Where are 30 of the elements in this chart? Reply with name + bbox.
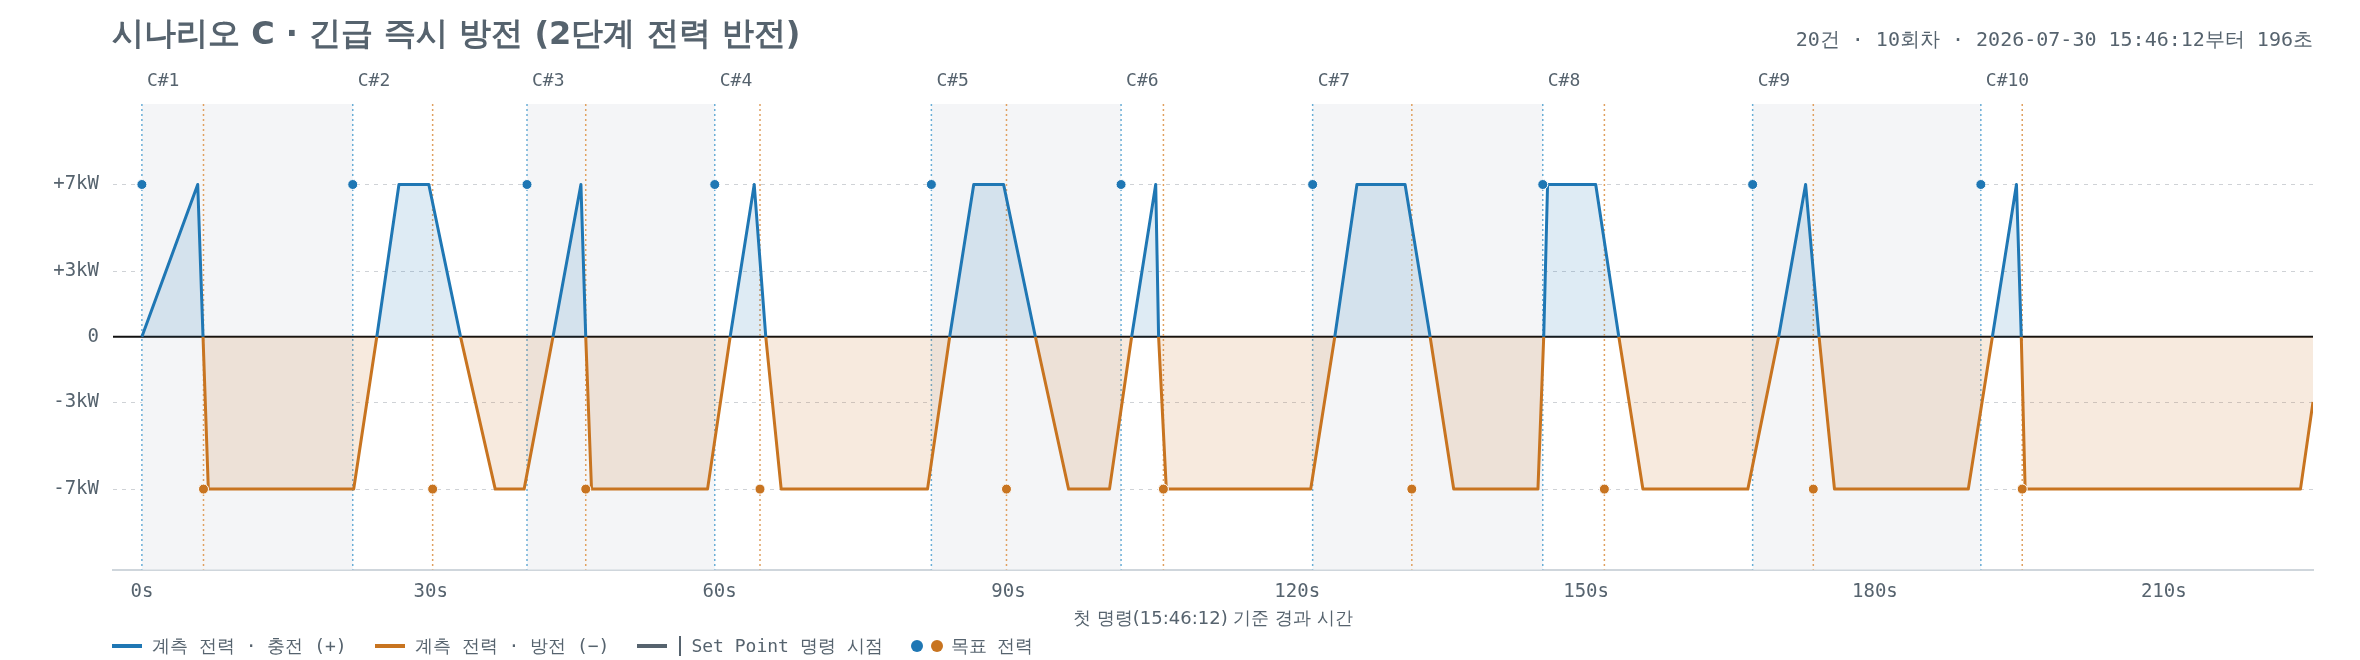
ref-line-label: C#4: [719, 68, 753, 90]
ref-line-label: C#9: [1757, 68, 1791, 90]
x-axis-title: 첫 명령(15:46:12) 기준 경과 시간: [1073, 606, 1353, 628]
legend-label: 목표 전력: [950, 634, 1034, 658]
y-tick-label: -7kW: [53, 476, 100, 499]
x-tick-label: 0s: [130, 578, 154, 601]
y-tick-label: +3kW: [53, 258, 100, 281]
x-tick-label: 30s: [413, 578, 448, 601]
text: Set Point 명령 시점: [691, 634, 883, 658]
x-tick-label: 150s: [1563, 578, 1609, 601]
ref-line-label: C#6: [1126, 68, 1159, 90]
ref-line-label: C#1: [146, 68, 180, 90]
chart-subtitle: 20건 · 10회차 · 2026-07-30 15:46:12부터 196초: [1795, 26, 2313, 53]
ref-line-label: C#7: [1317, 68, 1351, 90]
x-tick-label: 120s: [1274, 578, 1321, 601]
y-tick-label: 0: [87, 323, 99, 346]
y-tick-label: -3kW: [53, 389, 100, 412]
ref-line-label: C#8: [1547, 68, 1581, 90]
ref-line-label: C#2: [357, 68, 391, 90]
ref-line-label: C#10: [1985, 68, 2030, 90]
x-tick-label: 90s: [991, 578, 1026, 601]
ref-line-label: C#5: [936, 68, 969, 90]
legend-label: 계측 전력 · 방전 (−): [414, 634, 610, 658]
chart-title: 시나리오 C · 긴급 즉시 방전 (2단계 전력 반전): [112, 13, 801, 54]
ref-line-label: C#3: [532, 68, 565, 90]
legend-label: 계측 전력 · 충전 (+): [152, 634, 347, 658]
x-tick-label: 60s: [702, 578, 737, 601]
y-tick-label: +7kW: [53, 171, 100, 194]
x-tick-label: 180s: [1852, 578, 1898, 601]
x-tick-label: 210s: [2140, 578, 2187, 601]
